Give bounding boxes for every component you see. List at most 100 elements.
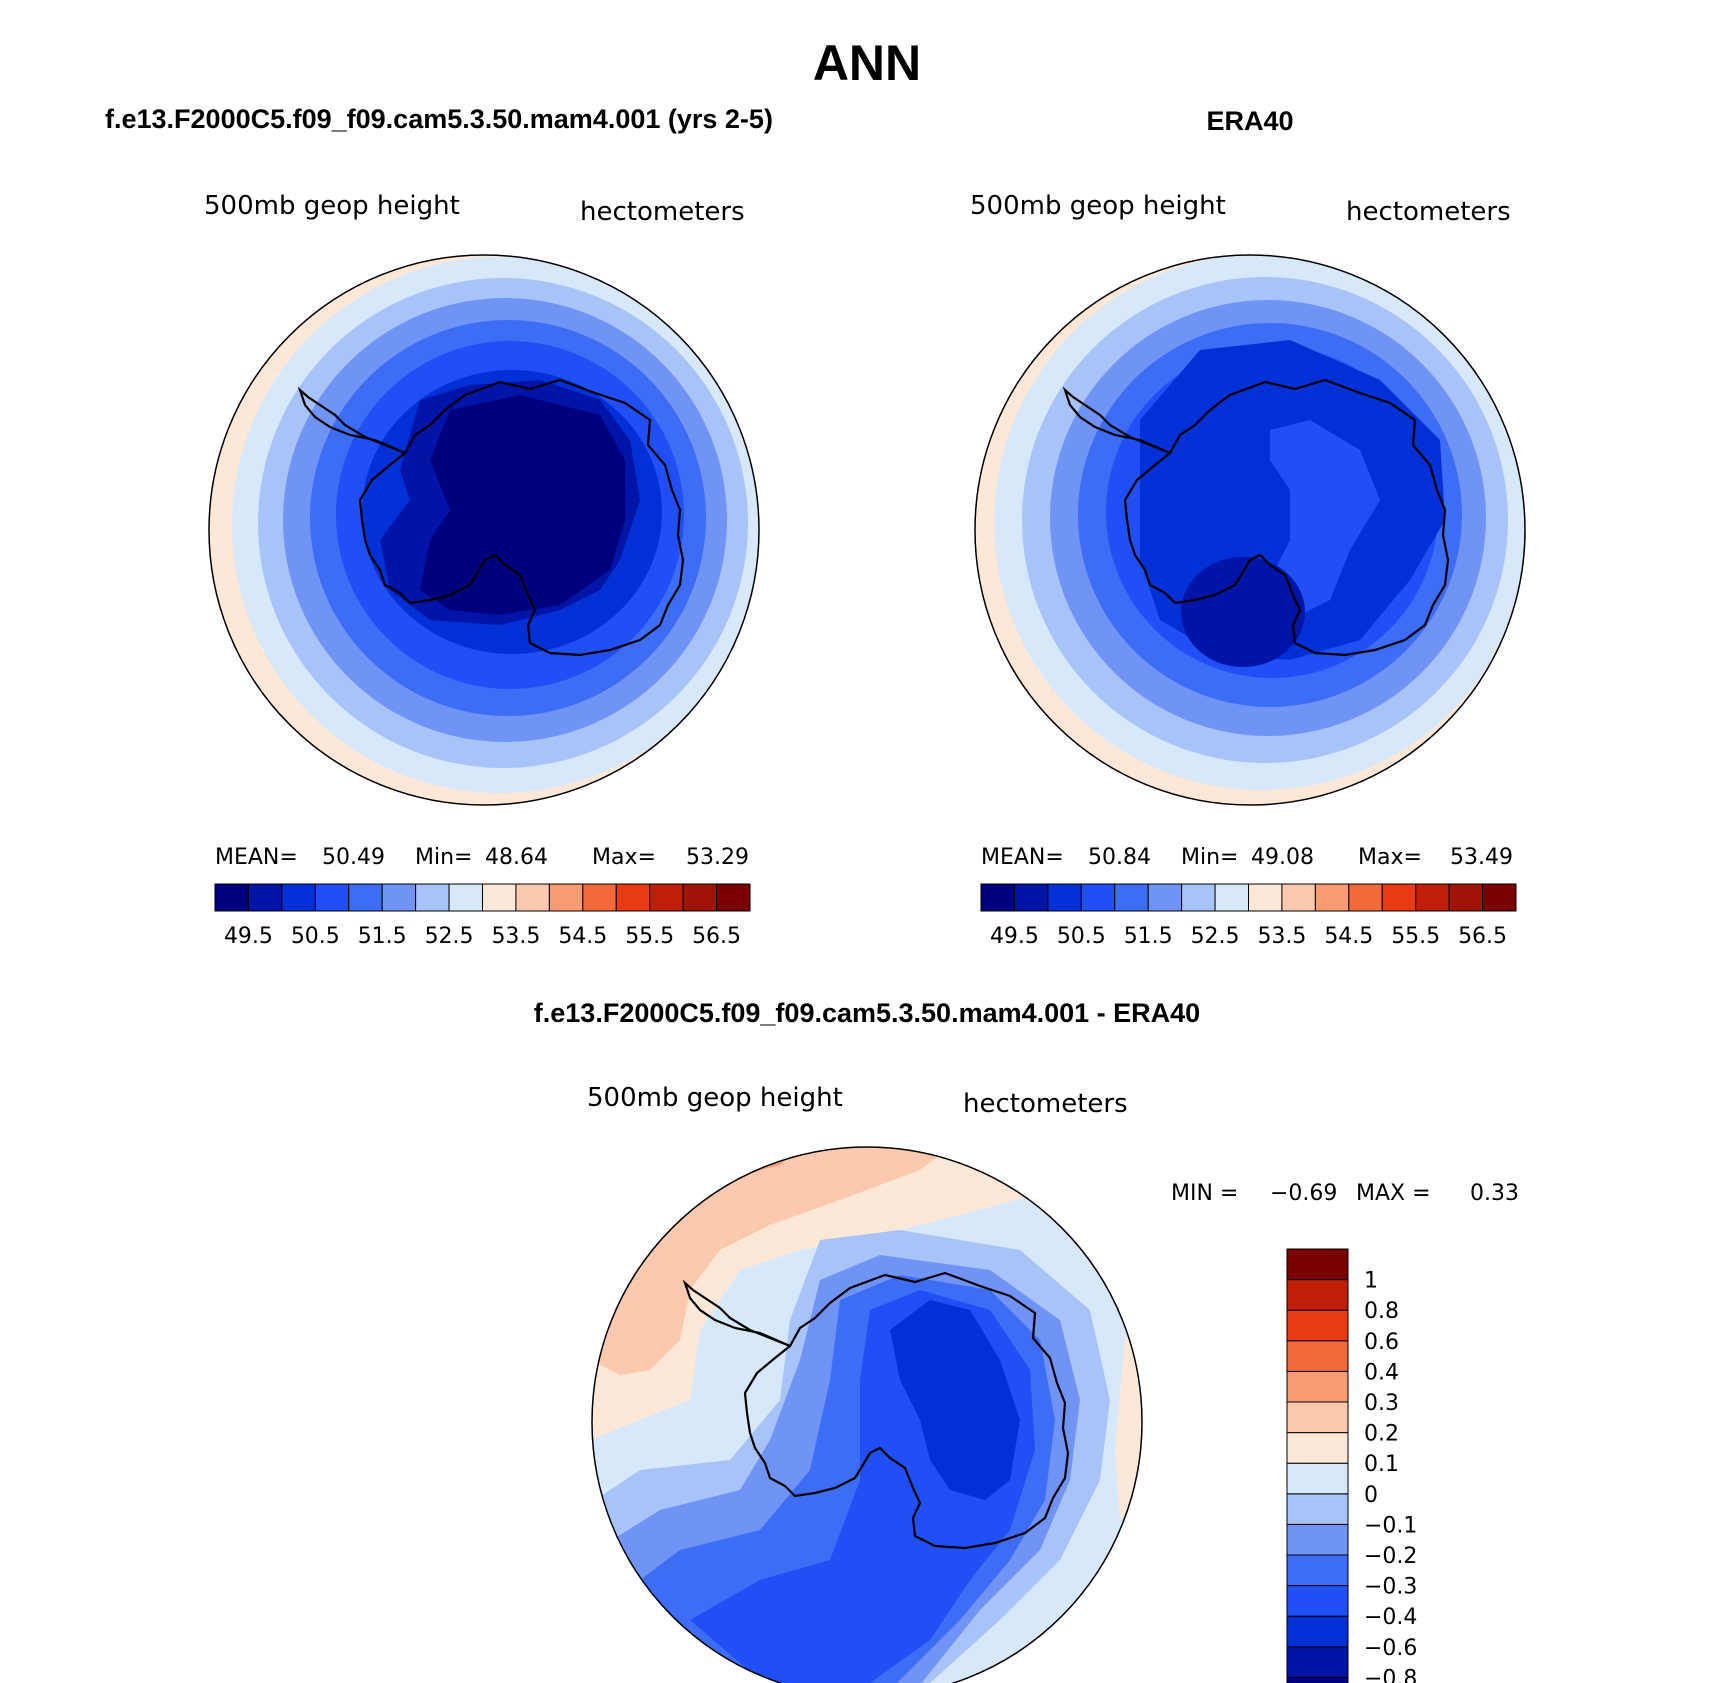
colorbar-tick-label: 0.6 [1364, 1330, 1399, 1355]
colorbar-swatch [1286, 1646, 1349, 1678]
model-min-value: 48.64 [485, 845, 548, 870]
model-max-label: Max= [592, 845, 656, 870]
colorbar-swatch [1314, 883, 1350, 912]
colorbar-swatch [1482, 883, 1517, 912]
colorbar-swatch [1448, 883, 1484, 912]
colorbar-swatch [482, 883, 517, 912]
obs-min-label: Min= [1181, 845, 1238, 870]
colorbar-tick-label: 54.5 [558, 924, 607, 949]
model-stats: MEAN= 50.49 Min= 48.64 Max= 53.29 [215, 845, 749, 870]
colorbar-tick-label: 52.5 [425, 924, 474, 949]
colorbar-swatch [1286, 1279, 1349, 1311]
colorbar-swatch [1286, 1401, 1349, 1434]
colorbar-swatch [381, 883, 417, 912]
diff-min-label: MIN = [1171, 1181, 1238, 1206]
obs-mean-value: 50.84 [1088, 845, 1151, 870]
colorbar-tick-label: 56.5 [692, 924, 741, 949]
model-max-value: 53.29 [686, 845, 749, 870]
colorbar-swatch [415, 883, 450, 912]
colorbar-tick-label: −0.2 [1364, 1544, 1417, 1569]
colorbar-swatch [1286, 1370, 1349, 1403]
obs-mean-label: MEAN= [981, 845, 1064, 870]
colorbar-swatch [1286, 1462, 1349, 1495]
colorbar-tick-label: 0.8 [1364, 1299, 1399, 1324]
colorbar-tick-label: −0.6 [1364, 1636, 1417, 1661]
obs-map [975, 255, 1525, 805]
obs-colorbar: 49.5 50.5 51.5 52.5 53.5 54.5 55.5 56.5 [980, 883, 1517, 949]
colorbar-tick-label: 53.5 [1257, 924, 1306, 949]
colorbar-swatch [1286, 1493, 1349, 1525]
colorbar-tick-label: 49.5 [990, 924, 1039, 949]
colorbar-swatch [1286, 1309, 1349, 1342]
colorbar-tick-label: 56.5 [1458, 924, 1507, 949]
colorbar-swatch [1286, 1676, 1349, 1683]
colorbar-tick-label: 50.5 [291, 924, 340, 949]
colorbar-tick-label: 0.3 [1364, 1391, 1399, 1416]
colorbar-tick-label: 52.5 [1191, 924, 1240, 949]
colorbar-swatch [1286, 1248, 1349, 1281]
colorbar-tick-label: −0.3 [1364, 1575, 1417, 1600]
main-title: ANN [813, 35, 921, 91]
colorbar-tick-label: 54.5 [1324, 924, 1373, 949]
colorbar-swatch [649, 883, 684, 912]
colorbar-swatch [682, 883, 718, 912]
colorbar-swatch [1147, 883, 1183, 912]
colorbar-tick-label: 49.5 [224, 924, 273, 949]
colorbar-swatch [1348, 883, 1383, 912]
colorbar-tick-label: 55.5 [1391, 924, 1440, 949]
diff-map [592, 1147, 1142, 1683]
colorbar-tick-label: −0.4 [1364, 1605, 1417, 1630]
model-heading: f.e13.F2000C5.f09_f09.cam5.3.50.mam4.001… [105, 104, 773, 134]
colorbar-swatch [1248, 883, 1283, 912]
diff-min-value: −0.69 [1270, 1181, 1337, 1206]
colorbar-swatch [615, 883, 651, 912]
colorbar-swatch [1286, 1523, 1349, 1556]
colorbar-swatch [1286, 1585, 1349, 1617]
colorbar-tick-label: 0.1 [1364, 1452, 1399, 1477]
diff-max-value: 0.33 [1470, 1181, 1519, 1206]
diff-max-label: MAX = [1356, 1181, 1431, 1206]
colorbar-tick-label: 1 [1364, 1269, 1378, 1294]
colorbar-tick-label: −0.8 [1364, 1666, 1417, 1683]
colorbar-tick-label: 51.5 [358, 924, 407, 949]
colorbar-swatch [1080, 883, 1116, 912]
obs-units-label: hectometers [1346, 197, 1511, 227]
obs-max-value: 53.49 [1450, 845, 1513, 870]
colorbar-swatch [980, 883, 1015, 912]
colorbar-swatch [1047, 883, 1082, 912]
colorbar-tick-label: 0.2 [1364, 1422, 1399, 1447]
colorbar-swatch [1013, 883, 1049, 912]
colorbar-swatch [515, 883, 550, 912]
colorbar-swatch [1415, 883, 1450, 912]
colorbar-swatch [1381, 883, 1417, 912]
model-mean-label: MEAN= [215, 845, 298, 870]
diff-units-label: hectometers [963, 1089, 1128, 1119]
obs-stats: MEAN= 50.84 Min= 49.08 Max= 53.49 [981, 845, 1513, 870]
obs-heading: ERA40 [1206, 106, 1293, 136]
colorbar-tick-label: −0.1 [1364, 1513, 1417, 1538]
colorbar-swatch [281, 883, 316, 912]
obs-max-label: Max= [1358, 845, 1422, 870]
colorbar-tick-label: 51.5 [1124, 924, 1173, 949]
colorbar-swatch [548, 883, 584, 912]
colorbar-tick-label: 0.4 [1364, 1360, 1399, 1385]
colorbar-swatch [1214, 883, 1249, 912]
model-colorbar: 49.5 50.5 51.5 52.5 53.5 54.5 55.5 56.5 [214, 883, 751, 949]
colorbar-swatch [1286, 1554, 1349, 1587]
model-min-label: Min= [415, 845, 472, 870]
colorbar-tick-label: 53.5 [491, 924, 540, 949]
colorbar-swatch [582, 883, 617, 912]
colorbar-tick-label: 55.5 [625, 924, 674, 949]
diff-colorbar: 1 0.8 0.6 0.4 0.3 0.2 0.1 0 −0.1 −0.2 −0.3 −0.4 −0.6… [1286, 1248, 1417, 1683]
colorbar-swatch [314, 883, 350, 912]
diff-heading: f.e13.F2000C5.f09_f09.cam5.3.50.mam4.001… [534, 998, 1200, 1028]
colorbar-swatch [1286, 1432, 1349, 1464]
colorbar-swatch [1114, 883, 1149, 912]
diff-stats: MIN = −0.69 MAX = 0.33 [1171, 1181, 1519, 1206]
colorbar-tick-label: 50.5 [1057, 924, 1106, 949]
colorbar-swatch [214, 883, 249, 912]
colorbar-swatch [1286, 1615, 1349, 1648]
model-map [209, 255, 759, 805]
colorbar-swatch [1281, 883, 1316, 912]
